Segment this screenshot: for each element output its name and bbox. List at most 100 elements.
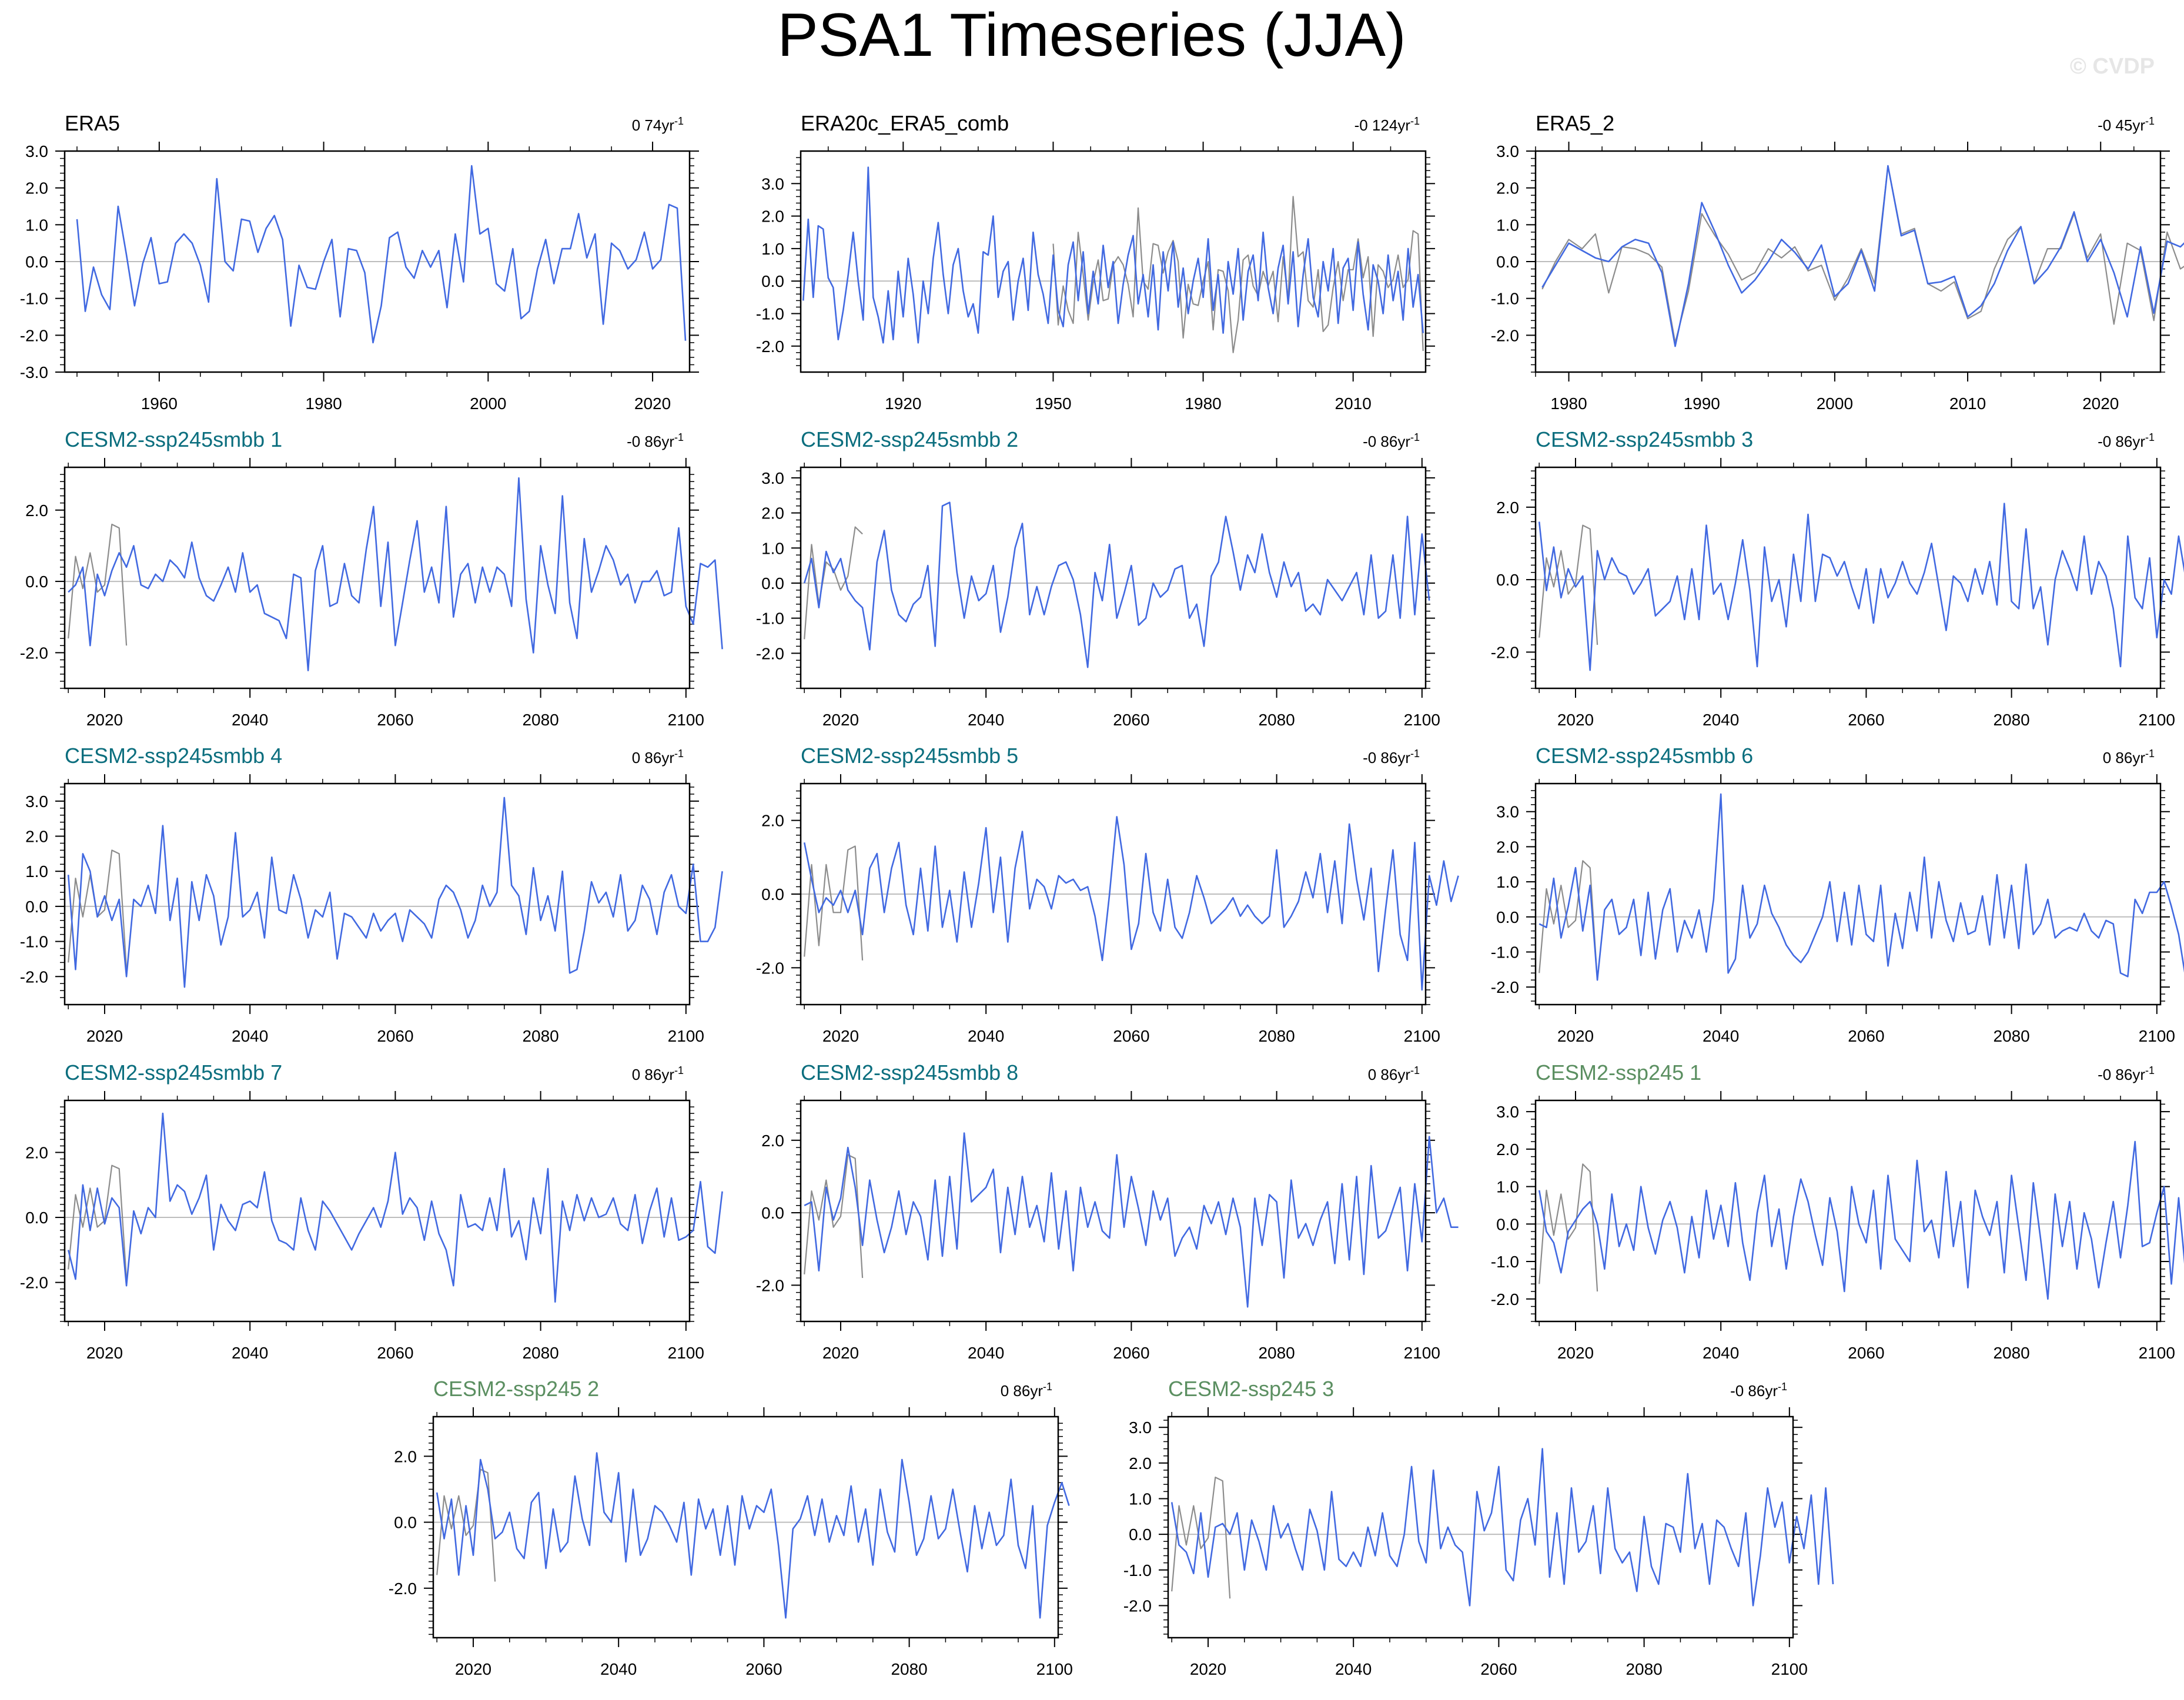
x-tick-label: 2040 <box>600 1660 637 1678</box>
plot-frame <box>1534 1099 2162 1323</box>
x-tick-label: 2080 <box>522 711 558 729</box>
panel-title: CESM2-ssp245smbb 5 <box>801 744 1018 768</box>
x-tick-label: 2080 <box>1993 1027 2029 1045</box>
panel-title: CESM2-ssp245 3 <box>1168 1377 1334 1401</box>
panel-title: CESM2-ssp245smbb 1 <box>65 427 282 451</box>
trend-label: -0 86yr-1 <box>627 431 684 450</box>
x-tick-label: 2040 <box>968 711 1004 729</box>
y-tick-label: 1.0 <box>25 216 48 234</box>
y-tick-label: 3.0 <box>761 469 784 487</box>
y-tick-label: -2.0 <box>389 1579 417 1598</box>
y-tick-label: 2.0 <box>761 208 784 226</box>
x-tick-label: 2060 <box>745 1660 782 1678</box>
trend-unit-superscript: -1 <box>1410 748 1420 759</box>
y-tick-label: -1.0 <box>20 290 48 308</box>
y-tick-label: 0.0 <box>761 574 784 593</box>
ensemble-series-line <box>804 1132 1459 1308</box>
y-tick-label: -1.0 <box>756 610 784 628</box>
x-tick-label: 2080 <box>1993 711 2029 729</box>
x-tick-label: 2100 <box>1036 1660 1073 1678</box>
trend-unit-superscript: -1 <box>2145 431 2155 443</box>
chart-panel: CESM2-ssp245smbb 2 -0 86yr-1 2020 2040 2060 2… <box>756 427 1440 729</box>
chart-panel: CESM2-ssp245smbb 4 0 86yr-1 2020 2040 2060 20… <box>20 744 723 1045</box>
x-tick-label: 2020 <box>1557 1027 1594 1045</box>
x-tick-label: 2100 <box>2139 1344 2175 1362</box>
trend-label: 0 86yr-1 <box>632 1065 684 1083</box>
reference-series-line <box>1171 1477 1231 1599</box>
figure-title: PSA1 Timeseries (JJA) <box>777 1 1406 69</box>
y-tick-label: 1.0 <box>1496 1178 1519 1196</box>
x-tick-label: 2100 <box>2139 1027 2175 1045</box>
x-tick-label: 2060 <box>1113 711 1149 729</box>
trend-unit-superscript: -1 <box>1410 1065 1420 1076</box>
trend-unit-superscript: -1 <box>2145 1065 2155 1076</box>
x-tick-label: 2040 <box>232 1027 268 1045</box>
x-tick-label: 2060 <box>377 1027 413 1045</box>
reference-series-line <box>1539 524 1598 645</box>
panel-title: CESM2-ssp245smbb 2 <box>801 427 1018 451</box>
y-tick-label: 2.0 <box>1496 1140 1519 1159</box>
trend-unit-superscript: -1 <box>1043 1381 1052 1393</box>
y-tick-label: -2.0 <box>20 1274 48 1292</box>
plot-frame <box>1534 782 2162 1006</box>
trend-label: 0 86yr-1 <box>632 748 684 767</box>
y-tick-label: 0.0 <box>1129 1525 1152 1544</box>
y-tick-label: 3.0 <box>1496 142 1519 160</box>
x-tick-label: 2020 <box>86 1344 123 1362</box>
ensemble-series-line <box>802 166 1424 344</box>
x-tick-label: 2040 <box>232 1344 268 1362</box>
x-tick-label: 2020 <box>86 1027 123 1045</box>
y-tick-label: 2.0 <box>761 812 784 830</box>
trend-label: 0 74yr-1 <box>632 115 684 134</box>
chart-panel: CESM2-ssp245smbb 1 -0 86yr-1 2020 2040 2060 2… <box>20 427 723 729</box>
trend-label: 0 86yr-1 <box>2103 748 2155 767</box>
x-tick-label: 2020 <box>1557 711 1594 729</box>
x-tick-label: 2040 <box>968 1344 1004 1362</box>
plot-frame <box>1167 1415 1794 1639</box>
x-tick-label: 1920 <box>885 394 921 413</box>
reference-series-line <box>1539 1163 1598 1292</box>
y-tick-label: 0.0 <box>25 253 48 271</box>
panel-title: CESM2-ssp245smbb 8 <box>801 1060 1018 1085</box>
x-tick-label: 2060 <box>1848 1344 1884 1362</box>
x-tick-label: 2060 <box>1113 1027 1149 1045</box>
y-tick-label: 0.0 <box>761 885 784 903</box>
x-tick-label: 2010 <box>1949 394 1986 413</box>
y-tick-label: -1.0 <box>1491 943 1519 961</box>
y-tick-label: -2.0 <box>756 337 784 356</box>
x-tick-label: 2080 <box>522 1344 558 1362</box>
ensemble-series-line <box>1170 1448 1834 1607</box>
panel-grid: ERA5 0 74yr-1 1960 1980 2000 2020 -3.0 -2.0 -1.0… <box>20 111 2184 1678</box>
plot-frame <box>63 150 691 373</box>
x-tick-label: 2060 <box>1113 1344 1149 1362</box>
trend-label: -0 86yr-1 <box>1730 1381 1787 1400</box>
chart-panel: CESM2-ssp245smbb 5 -0 86yr-1 2020 2040 2060 2… <box>756 744 1459 1045</box>
ensemble-series-line <box>67 797 723 988</box>
trend-label: 0 86yr-1 <box>1001 1381 1052 1400</box>
y-tick-label: 3.0 <box>25 142 48 160</box>
y-tick-label: 3.0 <box>761 175 784 193</box>
x-tick-label: 2020 <box>822 1027 859 1045</box>
x-tick-label: 2020 <box>86 711 123 729</box>
x-tick-label: 2100 <box>1404 1027 1440 1045</box>
panel-title: CESM2-ssp245 2 <box>433 1377 599 1401</box>
x-tick-label: 1990 <box>1684 394 1720 413</box>
trend-label: -0 86yr-1 <box>1363 431 1420 450</box>
x-tick-label: 1950 <box>1035 394 1071 413</box>
reference-series-line <box>804 845 864 961</box>
x-tick-label: 2000 <box>1817 394 1853 413</box>
chart-panel: CESM2-ssp245 3 -0 86yr-1 2020 2040 2060 2080 2… <box>1123 1377 1834 1678</box>
ensemble-series-line <box>1539 793 2184 981</box>
ensemble-series-line <box>803 501 1430 668</box>
x-tick-label: 2080 <box>1993 1344 2029 1362</box>
y-tick-label: -2.0 <box>1491 978 1519 996</box>
y-tick-label: -2.0 <box>20 326 48 344</box>
plot-frame <box>63 466 691 690</box>
trend-unit-superscript: -1 <box>2145 115 2155 127</box>
trend-unit-superscript: -1 <box>2145 748 2155 759</box>
trend-label: -0 86yr-1 <box>2098 431 2155 450</box>
x-tick-label: 1980 <box>305 394 342 413</box>
trend-label: -0 86yr-1 <box>1363 748 1420 767</box>
y-tick-label: -2.0 <box>1491 326 1519 344</box>
y-tick-label: 2.0 <box>25 828 48 846</box>
